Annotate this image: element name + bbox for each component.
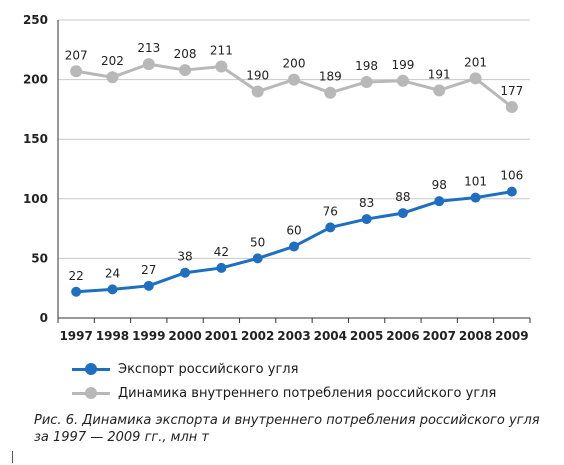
data-point bbox=[396, 74, 409, 87]
legend-swatch-export bbox=[72, 363, 110, 375]
data-label: 22 bbox=[69, 269, 84, 283]
figure-caption: Рис. 6. Динамика экспорта и внутреннего … bbox=[34, 413, 540, 445]
x-tick-label: 1997 bbox=[59, 329, 92, 343]
legend-item-export: Экспорт российского угля bbox=[72, 357, 496, 381]
data-point bbox=[142, 58, 155, 71]
text-cursor bbox=[12, 451, 13, 463]
data-point bbox=[251, 85, 264, 98]
data-label: 50 bbox=[250, 235, 265, 249]
x-tick-label: 2004 bbox=[314, 329, 347, 343]
data-point bbox=[470, 192, 481, 203]
y-tick-label: 100 bbox=[23, 192, 48, 206]
data-point bbox=[397, 208, 408, 219]
data-point bbox=[106, 71, 119, 84]
data-label: 190 bbox=[246, 69, 269, 83]
y-tick-label: 250 bbox=[23, 13, 48, 27]
x-tick-label: 1999 bbox=[132, 329, 165, 343]
x-axis-ticks: 1997 1998 1999 2000 2001 2002 2003 2004 2005 2006… bbox=[59, 329, 528, 343]
data-label: 189 bbox=[319, 70, 342, 84]
data-point bbox=[433, 84, 446, 97]
data-point bbox=[288, 73, 300, 86]
data-label: 177 bbox=[500, 84, 523, 98]
x-tick-label: 2001 bbox=[205, 329, 238, 343]
x-tick-label: 2009 bbox=[495, 329, 528, 343]
data-label: 191 bbox=[428, 67, 451, 81]
x-tick-label: 2000 bbox=[168, 329, 201, 343]
series-group: 22 24 27 38 42 50 60 76 83 88 98 101 106 207 202 213 208… bbox=[65, 41, 523, 297]
y-tick-label: 150 bbox=[23, 132, 48, 146]
data-point bbox=[505, 101, 518, 114]
x-tick-label: 2007 bbox=[423, 329, 456, 343]
grid-lines bbox=[57, 19, 531, 323]
x-tick-label: 2003 bbox=[277, 329, 310, 343]
x-tick-label: 2008 bbox=[459, 329, 492, 343]
x-tick-label: 1998 bbox=[96, 329, 129, 343]
data-label: 27 bbox=[141, 263, 156, 277]
data-label: 106 bbox=[500, 169, 523, 183]
data-label: 201 bbox=[464, 55, 487, 69]
data-label: 83 bbox=[359, 196, 374, 210]
legend-item-consumption: Динамика внутреннего потребления российс… bbox=[72, 381, 496, 405]
data-label: 202 bbox=[101, 54, 124, 68]
x-tick-label: 2005 bbox=[350, 329, 383, 343]
y-tick-label: 50 bbox=[31, 251, 48, 265]
data-point bbox=[216, 262, 227, 273]
data-label: 208 bbox=[174, 47, 197, 61]
data-point bbox=[361, 214, 372, 225]
data-label: 42 bbox=[214, 245, 229, 259]
data-label: 213 bbox=[137, 41, 160, 55]
legend-label-export: Экспорт российского угля bbox=[118, 361, 299, 377]
data-point bbox=[215, 60, 228, 73]
data-point bbox=[107, 284, 118, 295]
data-point bbox=[252, 253, 263, 264]
data-point bbox=[179, 64, 192, 77]
data-point bbox=[434, 196, 445, 207]
y-tick-label: 200 bbox=[23, 73, 48, 87]
data-point bbox=[506, 186, 517, 197]
data-point bbox=[143, 280, 154, 291]
data-point bbox=[469, 72, 482, 85]
data-label: 211 bbox=[210, 43, 233, 57]
y-axis-ticks: 0 50 100 150 200 250 bbox=[23, 13, 48, 325]
data-label: 76 bbox=[323, 204, 338, 218]
x-tick-label: 2006 bbox=[386, 329, 419, 343]
data-point bbox=[360, 75, 373, 88]
data-point bbox=[325, 222, 336, 233]
data-label: 200 bbox=[283, 57, 306, 71]
legend-swatch-consumption bbox=[72, 387, 110, 399]
legend: Экспорт российского угля Динамика внутре… bbox=[72, 357, 496, 405]
data-point bbox=[324, 86, 337, 99]
legend-label-consumption: Динамика внутреннего потребления российс… bbox=[118, 385, 497, 401]
data-point bbox=[180, 267, 191, 278]
data-label: 198 bbox=[355, 59, 378, 73]
data-label: 199 bbox=[391, 58, 414, 72]
data-point bbox=[70, 65, 83, 78]
data-label: 207 bbox=[65, 48, 88, 62]
data-label: 38 bbox=[177, 250, 192, 264]
x-tick-label: 2002 bbox=[241, 329, 274, 343]
data-point bbox=[71, 286, 82, 297]
y-tick-label: 0 bbox=[40, 311, 48, 325]
data-label: 98 bbox=[432, 178, 447, 192]
data-label: 88 bbox=[395, 190, 410, 204]
data-label: 101 bbox=[464, 175, 487, 189]
data-label: 24 bbox=[105, 266, 120, 280]
data-label: 60 bbox=[286, 223, 301, 237]
data-point bbox=[289, 241, 299, 252]
